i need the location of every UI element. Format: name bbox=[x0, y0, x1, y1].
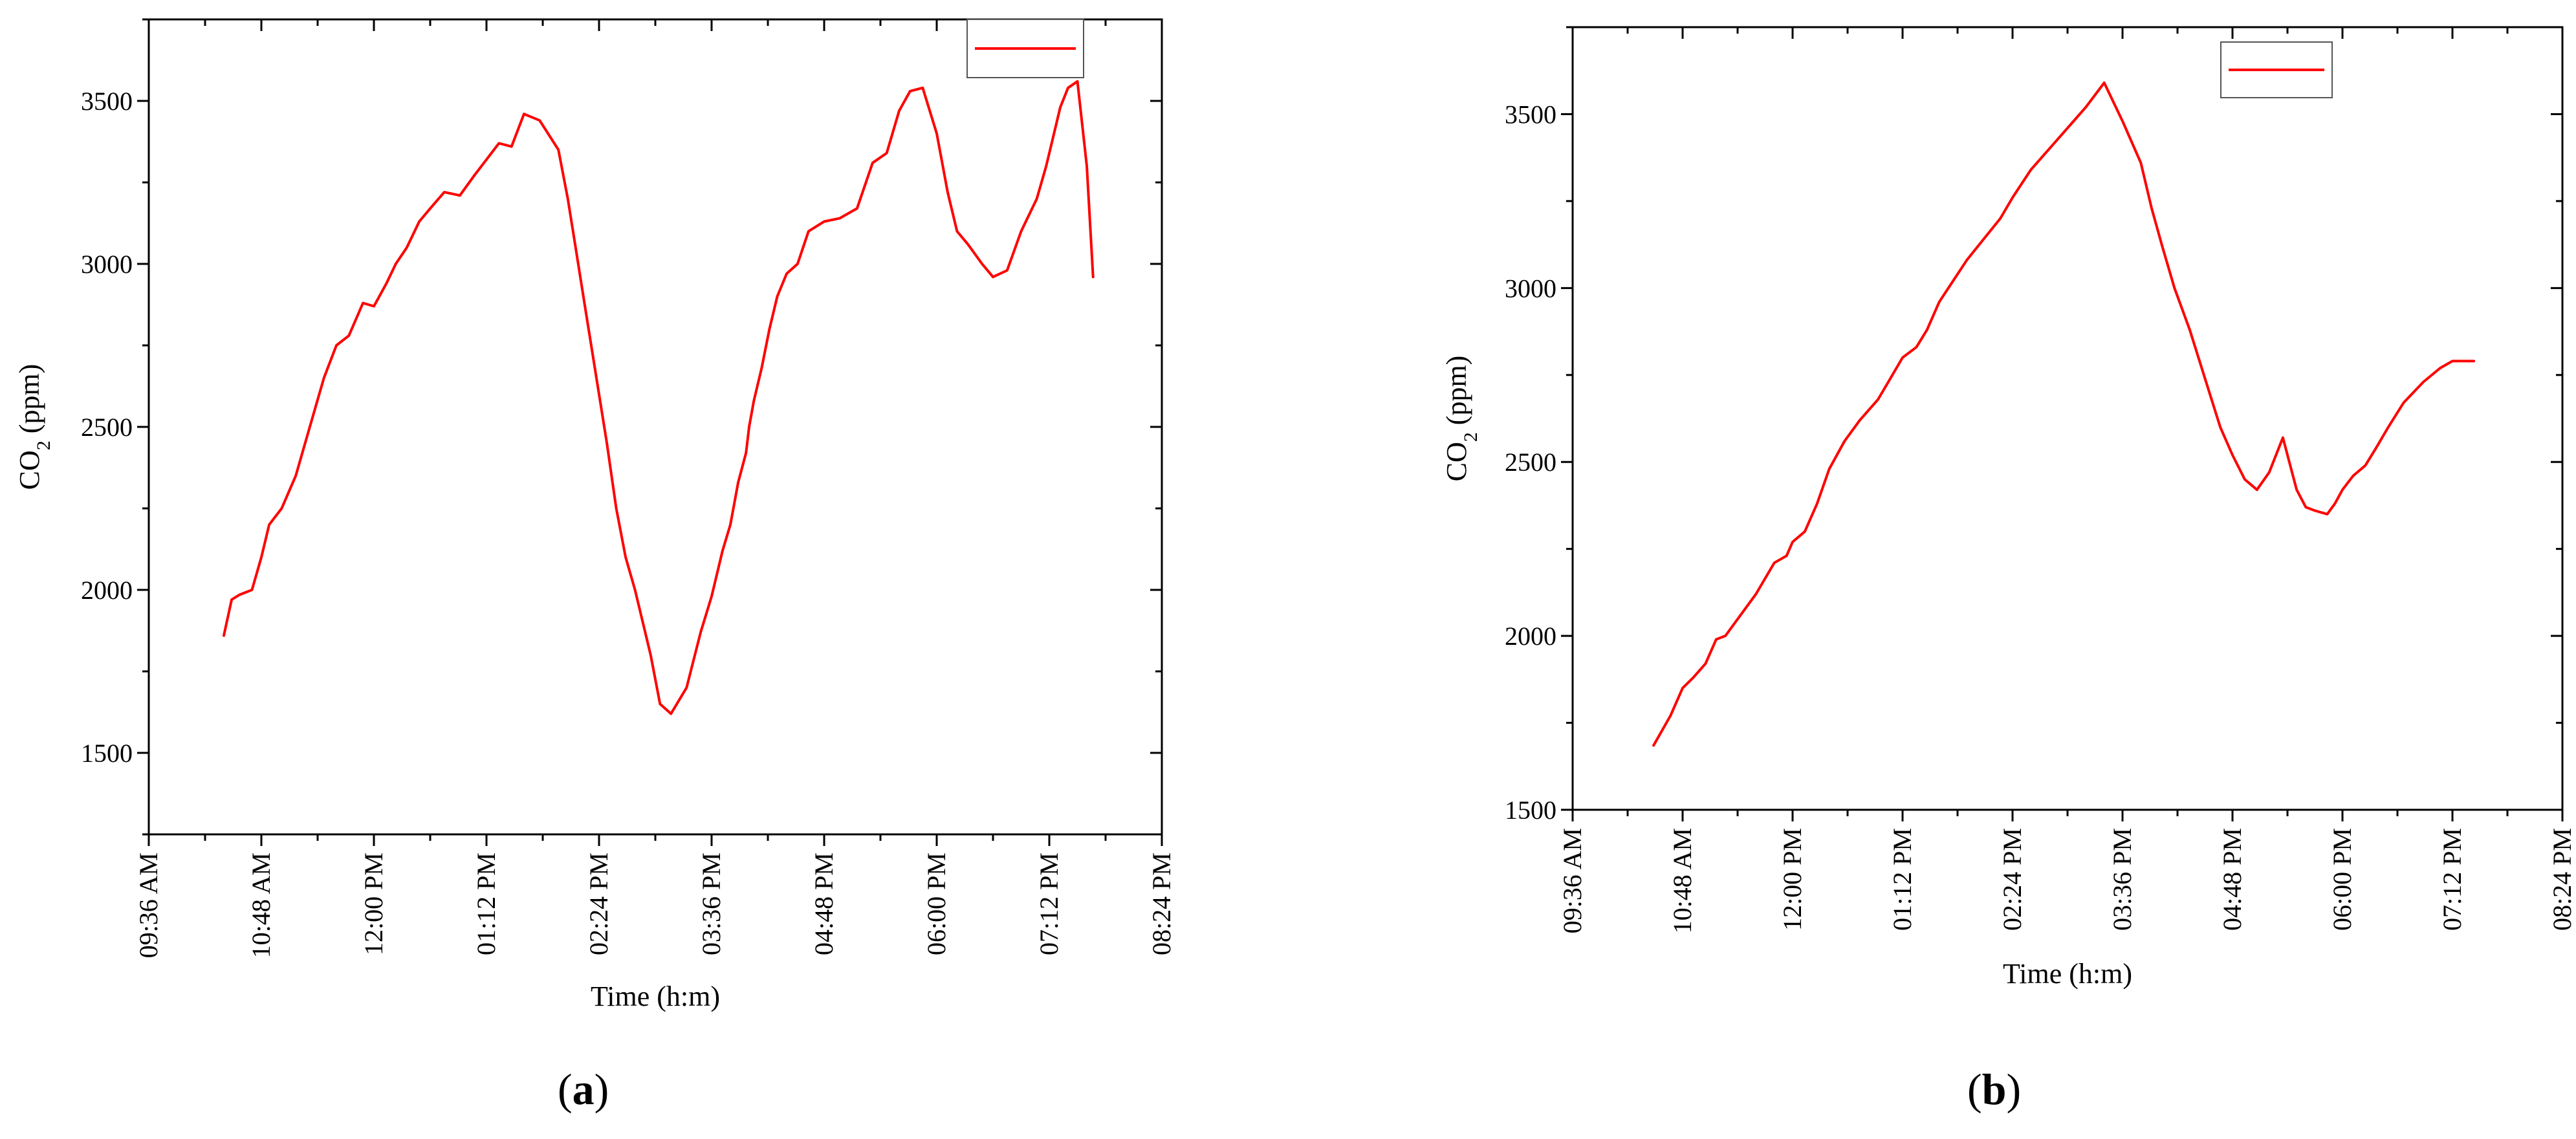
y-tick-label: 1500 bbox=[81, 739, 133, 768]
x-tick-label: 03:36 PM bbox=[2108, 828, 2137, 931]
y-tick-label: 3000 bbox=[81, 250, 133, 279]
x-tick-label: 09:36 AM bbox=[1558, 828, 1587, 933]
x-tick-label: 01:12 PM bbox=[1888, 828, 1917, 931]
chart-panel-a: 09:36 AM 10:48 AM 12:00 PM 01:12 PM 02:24 PM… bbox=[14, 18, 1176, 1114]
x-tick-label: 07:12 PM bbox=[1034, 852, 1064, 955]
x-tick-label: 08:24 PM bbox=[2548, 828, 2576, 931]
x-tick-label: 12:00 PM bbox=[359, 852, 388, 955]
x-tick-label: 12:00 PM bbox=[1778, 828, 1807, 931]
y-tick-label: 3000 bbox=[1505, 274, 1556, 303]
panel-label-b: (b) bbox=[1967, 1065, 2022, 1114]
y-axis-title-main: CO bbox=[14, 450, 45, 490]
x-axis-title: Time (h:m) bbox=[2003, 958, 2132, 990]
x-tick-label: 04:48 PM bbox=[809, 852, 838, 955]
y-tick-label: 2500 bbox=[1505, 448, 1556, 477]
y-axis-title-main: CO bbox=[1441, 442, 1472, 481]
plot-frame bbox=[1571, 26, 2564, 811]
x-tick-label: 04:48 PM bbox=[2218, 828, 2247, 931]
y-axis-title-unit: (ppm) bbox=[1441, 356, 1472, 433]
x-axis-title: Time (h:m) bbox=[591, 981, 720, 1012]
x-tick-label: 10:48 AM bbox=[1668, 828, 1697, 933]
x-tick-label: 07:12 PM bbox=[2438, 828, 2467, 931]
series-line bbox=[1652, 81, 2476, 747]
panel-label-a: (a) bbox=[558, 1065, 609, 1114]
y-axis-title: CO2 (ppm) bbox=[14, 364, 54, 490]
series-line bbox=[223, 80, 1095, 715]
x-tick-label: 10:48 AM bbox=[246, 852, 276, 958]
x-tick-label: 02:24 PM bbox=[1998, 828, 2027, 931]
chart-b-svg: 09:36 AM 10:48 AM 12:00 PM 01:12 PM 02:24 PM… bbox=[1441, 26, 2576, 990]
x-tick-label: 03:36 PM bbox=[697, 852, 726, 955]
plot-frame bbox=[147, 18, 1163, 836]
y-tick-label: 2500 bbox=[81, 413, 133, 442]
y-axis-title-subscript: 2 bbox=[1460, 432, 1481, 442]
y-tick-label: 2000 bbox=[81, 576, 133, 605]
x-tick-label: 09:36 AM bbox=[134, 852, 163, 958]
chart-a-svg: 09:36 AM 10:48 AM 12:00 PM 01:12 PM 02:24 PM… bbox=[14, 18, 1176, 1012]
x-tick-label: 06:00 PM bbox=[2328, 828, 2357, 931]
y-tick-label: 2000 bbox=[1505, 622, 1556, 651]
y-axis-title-subscript: 2 bbox=[33, 440, 54, 450]
y-axis-title-unit: (ppm) bbox=[14, 364, 45, 441]
y-tick-label: 3500 bbox=[1505, 100, 1556, 129]
y-tick-label: 3500 bbox=[81, 87, 133, 116]
chart-panel-b: 09:36 AM 10:48 AM 12:00 PM 01:12 PM 02:24 PM… bbox=[1288, 0, 2576, 1139]
x-tick-label: 06:00 PM bbox=[922, 852, 951, 955]
x-tick-label: 02:24 PM bbox=[584, 852, 613, 955]
y-axis-title: CO2 (ppm) bbox=[1441, 356, 1481, 482]
x-tick-label: 08:24 PM bbox=[1147, 852, 1176, 955]
y-tick-label: 1500 bbox=[1505, 796, 1556, 825]
x-tick-label: 01:12 PM bbox=[472, 852, 501, 955]
